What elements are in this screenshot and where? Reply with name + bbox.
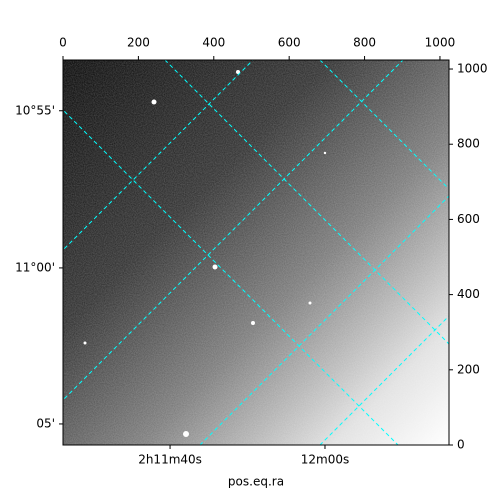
x-tick-label: 800 xyxy=(353,36,376,50)
image xyxy=(63,60,449,445)
x-tick-label: 600 xyxy=(278,36,301,50)
ra-tick-label: 2h11m40s xyxy=(138,453,202,467)
y-tick-label: 800 xyxy=(457,137,480,151)
ra-tick-label: 12m00s xyxy=(301,453,349,467)
dec-tick-label: 10°55' xyxy=(15,103,55,117)
axes-frame xyxy=(62,59,450,446)
stars xyxy=(83,70,327,437)
y-tick-label: 600 xyxy=(457,212,480,226)
y-tick-label: 200 xyxy=(457,362,480,376)
y-tick-label: 400 xyxy=(457,287,480,301)
coordinate-grid xyxy=(63,60,449,445)
x-tick-label: 1000 xyxy=(425,36,456,50)
dec-tick-label: 11°00' xyxy=(15,260,55,274)
x-tick-label: 0 xyxy=(59,36,67,50)
y-tick-label: 0 xyxy=(457,438,465,452)
y-tick-label: 1000 xyxy=(457,62,488,76)
x-tick-label: 400 xyxy=(202,36,225,50)
dec-tick-label: 05' xyxy=(36,416,55,430)
x-axis-label: pos.eq.ra xyxy=(228,475,284,489)
x-tick-label: 200 xyxy=(127,36,150,50)
